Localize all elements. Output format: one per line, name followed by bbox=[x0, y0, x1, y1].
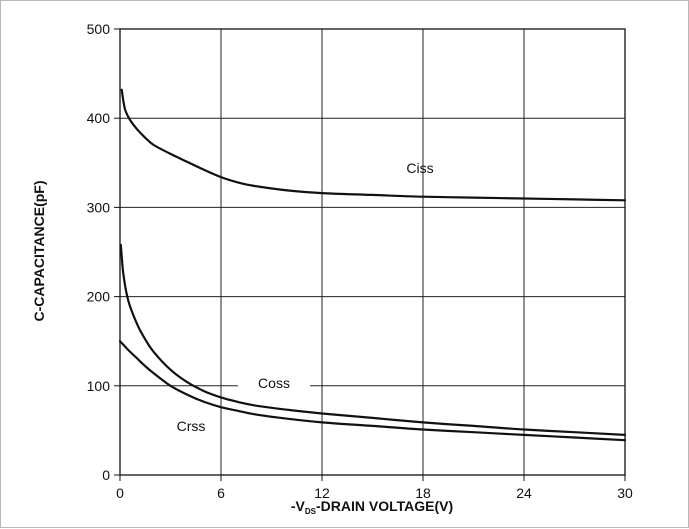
y-tick-label: 400 bbox=[87, 110, 111, 126]
y-tick-label: 100 bbox=[87, 378, 111, 394]
series-label-ciss: Ciss bbox=[406, 160, 433, 176]
y-tick-labels: 0 100 200 300 400 500 bbox=[87, 21, 120, 483]
series-label-background bbox=[238, 374, 310, 392]
x-tick-label: 30 bbox=[617, 485, 633, 501]
plot-border bbox=[119, 28, 626, 476]
series-labels: Ciss Coss Crss bbox=[177, 160, 434, 434]
x-tick-label: 0 bbox=[116, 485, 124, 501]
x-axis-label-subscript: DS bbox=[305, 507, 317, 516]
series-curves bbox=[118, 88, 627, 442]
y-tick-label: 200 bbox=[87, 289, 111, 305]
x-tick-label: 24 bbox=[516, 485, 532, 501]
series-label-crss: Crss bbox=[177, 418, 206, 434]
x-tick-label: 18 bbox=[415, 485, 431, 501]
series-line-ciss bbox=[120, 88, 627, 202]
x-axis-label: -VDS-DRAIN VOLTAGE(V) bbox=[291, 498, 453, 516]
x-axis-label-prefix: -V bbox=[291, 498, 306, 514]
y-axis-label: C-CAPACITANCE(pF) bbox=[31, 180, 47, 321]
x-axis-label-suffix: -DRAIN VOLTAGE(V) bbox=[316, 498, 453, 514]
y-tick-label: 0 bbox=[102, 467, 110, 483]
y-tick-label: 300 bbox=[87, 199, 111, 215]
series-line-crss bbox=[118, 340, 627, 442]
y-tick-label: 500 bbox=[87, 21, 111, 37]
x-tick-label: 12 bbox=[314, 485, 330, 501]
series-line-coss bbox=[119, 243, 627, 436]
grid-lines bbox=[120, 29, 625, 475]
series-label-coss: Coss bbox=[258, 375, 290, 391]
axes bbox=[119, 28, 626, 476]
x-tick-label: 6 bbox=[217, 485, 225, 501]
x-tick-labels: 0 6 12 18 24 30 bbox=[116, 475, 633, 501]
